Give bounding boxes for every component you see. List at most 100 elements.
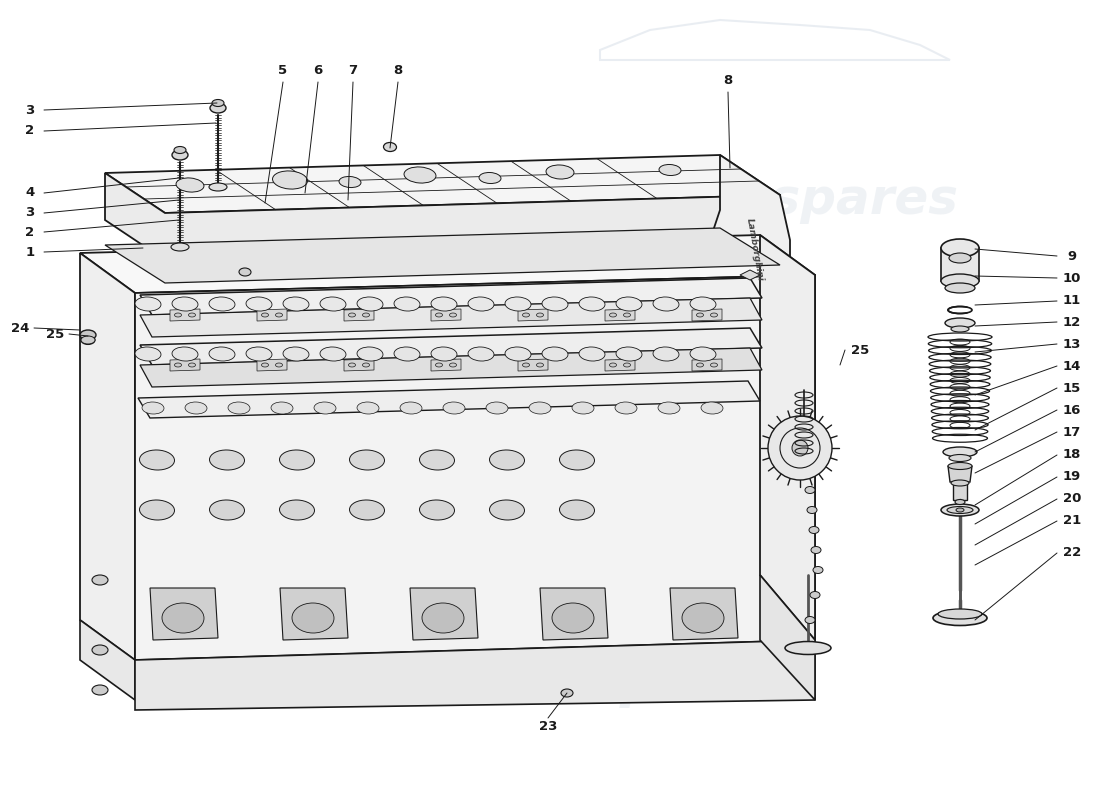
Ellipse shape <box>805 486 815 494</box>
Text: 23: 23 <box>539 719 558 733</box>
Ellipse shape <box>609 313 616 317</box>
Ellipse shape <box>690 347 716 361</box>
Ellipse shape <box>162 603 204 633</box>
Ellipse shape <box>314 402 336 414</box>
Polygon shape <box>80 235 815 293</box>
Text: 18: 18 <box>1063 449 1081 462</box>
Ellipse shape <box>579 297 605 311</box>
Ellipse shape <box>172 347 198 361</box>
Text: 4: 4 <box>25 186 34 199</box>
Ellipse shape <box>522 313 529 317</box>
Polygon shape <box>135 275 815 660</box>
Text: 17: 17 <box>1063 426 1081 438</box>
Text: eurospares: eurospares <box>436 651 804 709</box>
Ellipse shape <box>947 506 974 514</box>
Ellipse shape <box>807 506 817 514</box>
Ellipse shape <box>431 297 456 311</box>
Ellipse shape <box>279 450 315 470</box>
Text: 6: 6 <box>314 63 322 77</box>
Ellipse shape <box>140 500 175 520</box>
Ellipse shape <box>92 645 108 655</box>
Ellipse shape <box>450 363 456 367</box>
Polygon shape <box>740 270 760 280</box>
Ellipse shape <box>209 183 227 191</box>
Polygon shape <box>140 298 762 337</box>
Polygon shape <box>135 640 815 710</box>
Ellipse shape <box>948 462 972 470</box>
Ellipse shape <box>358 347 383 361</box>
Polygon shape <box>140 278 762 315</box>
Text: 19: 19 <box>1063 470 1081 483</box>
Polygon shape <box>170 309 200 321</box>
Ellipse shape <box>176 178 204 192</box>
Polygon shape <box>170 359 200 371</box>
Ellipse shape <box>522 363 529 367</box>
Ellipse shape <box>955 499 965 505</box>
Text: 10: 10 <box>1063 271 1081 285</box>
Polygon shape <box>518 359 548 371</box>
Polygon shape <box>257 309 287 321</box>
Polygon shape <box>692 309 722 321</box>
Ellipse shape <box>279 500 315 520</box>
Polygon shape <box>940 248 979 281</box>
Text: 8: 8 <box>394 63 403 77</box>
Ellipse shape <box>682 603 724 633</box>
Text: 15: 15 <box>1063 382 1081 394</box>
Ellipse shape <box>175 313 182 317</box>
Ellipse shape <box>952 326 969 332</box>
Ellipse shape <box>653 297 679 311</box>
Polygon shape <box>760 235 815 640</box>
Ellipse shape <box>542 347 568 361</box>
Polygon shape <box>692 359 722 371</box>
Ellipse shape <box>209 500 244 520</box>
Text: 22: 22 <box>1063 546 1081 559</box>
Polygon shape <box>605 309 635 321</box>
Text: 14: 14 <box>1063 359 1081 373</box>
Text: 25: 25 <box>46 327 64 341</box>
Ellipse shape <box>80 330 96 340</box>
Ellipse shape <box>135 347 161 361</box>
Ellipse shape <box>246 297 272 311</box>
Ellipse shape <box>940 239 979 257</box>
Ellipse shape <box>572 402 594 414</box>
Text: 11: 11 <box>1063 294 1081 307</box>
Ellipse shape <box>542 297 568 311</box>
Ellipse shape <box>813 566 823 574</box>
Ellipse shape <box>262 363 268 367</box>
Polygon shape <box>80 253 135 660</box>
Polygon shape <box>344 359 374 371</box>
Ellipse shape <box>363 363 370 367</box>
Ellipse shape <box>140 450 175 470</box>
Ellipse shape <box>400 402 422 414</box>
Text: 3: 3 <box>25 103 34 117</box>
Polygon shape <box>760 575 815 700</box>
Ellipse shape <box>404 167 436 183</box>
Ellipse shape <box>142 402 164 414</box>
Polygon shape <box>690 155 790 305</box>
Ellipse shape <box>609 363 616 367</box>
Ellipse shape <box>358 297 383 311</box>
Ellipse shape <box>92 575 108 585</box>
Ellipse shape <box>320 347 346 361</box>
Polygon shape <box>410 588 478 640</box>
Ellipse shape <box>529 402 551 414</box>
Ellipse shape <box>537 363 543 367</box>
Text: 5: 5 <box>278 63 287 77</box>
Ellipse shape <box>275 363 283 367</box>
Text: eurospares: eurospares <box>642 176 958 224</box>
Ellipse shape <box>358 402 379 414</box>
Ellipse shape <box>81 335 95 345</box>
Ellipse shape <box>81 336 95 344</box>
Ellipse shape <box>579 347 605 361</box>
Ellipse shape <box>172 297 198 311</box>
Ellipse shape <box>349 313 355 317</box>
Ellipse shape <box>711 363 717 367</box>
Ellipse shape <box>490 500 525 520</box>
Ellipse shape <box>239 268 251 276</box>
Ellipse shape <box>275 313 283 317</box>
Ellipse shape <box>690 297 716 311</box>
Ellipse shape <box>658 402 680 414</box>
Ellipse shape <box>940 504 979 516</box>
Ellipse shape <box>172 150 188 160</box>
Polygon shape <box>605 359 635 371</box>
